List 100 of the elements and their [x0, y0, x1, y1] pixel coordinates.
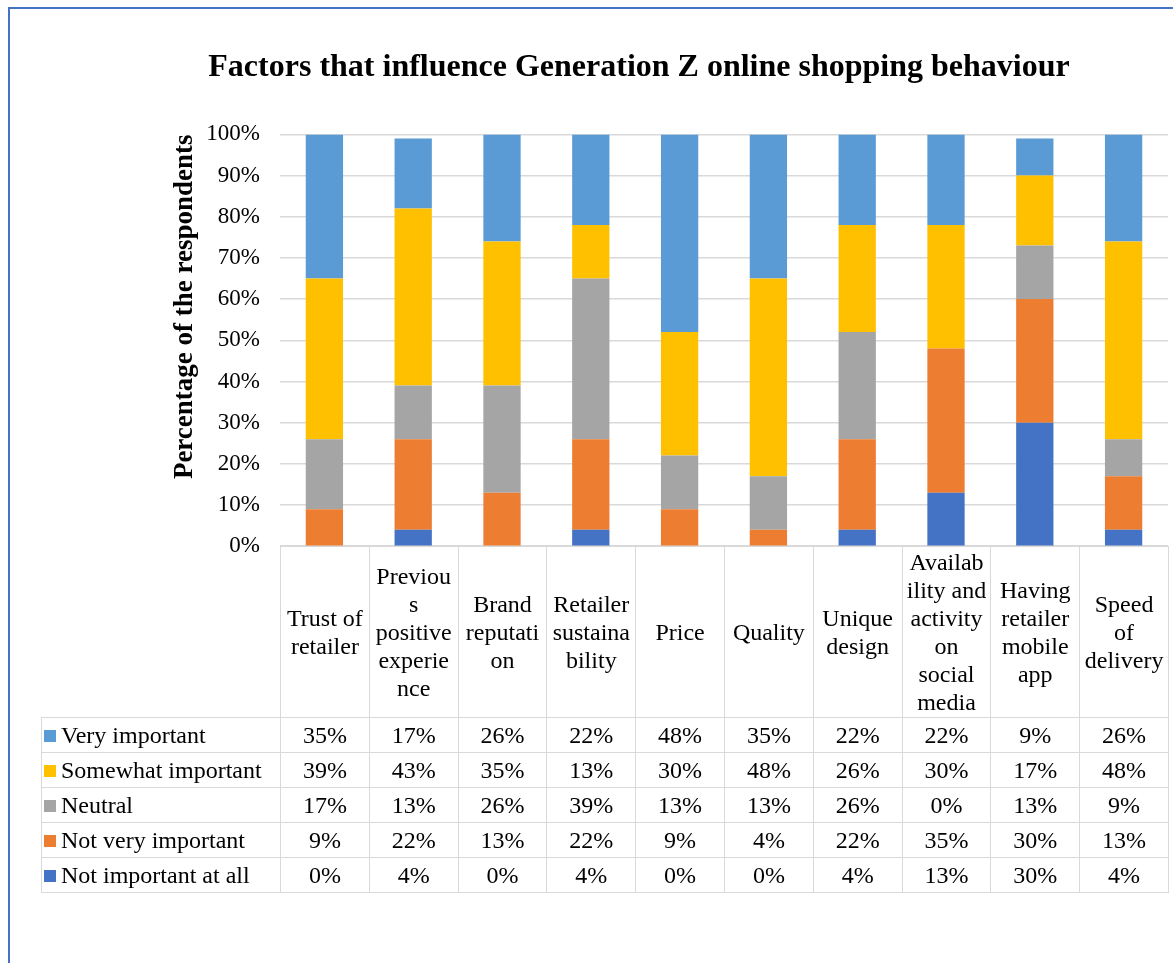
x-tick-label: Availability and activity on social media [902, 546, 991, 718]
data-label: 4% [1079, 857, 1169, 893]
data-label: 13% [458, 822, 547, 858]
y-tick-label: 80% [217, 202, 260, 228]
bar [749, 134, 788, 279]
data-label: 13% [1079, 822, 1169, 858]
data-label: 26% [813, 787, 903, 823]
data-label: 35% [902, 822, 991, 858]
bar [927, 134, 965, 225]
data-label: 13% [635, 787, 725, 823]
bar [572, 134, 610, 225]
y-tick-label: 30% [217, 408, 260, 434]
bar [838, 134, 876, 225]
bar [394, 529, 432, 546]
bar [483, 385, 521, 493]
data-label: 13% [724, 787, 814, 823]
x-tick-label: Trust of retailer [280, 546, 370, 718]
bar [1104, 241, 1143, 440]
legend-label: Neutral [61, 792, 133, 819]
bar [1016, 175, 1054, 246]
data-label: 9% [280, 822, 370, 858]
data-label: 17% [369, 717, 459, 753]
x-tick-label: Brand reputation [458, 546, 547, 718]
bar [660, 455, 699, 510]
data-label: 4% [724, 822, 814, 858]
y-tick-label: 100% [206, 120, 260, 146]
chart-title: Factors that influence Generation Z online shopping behaviour [208, 47, 1070, 84]
legend-label: Somewhat important [61, 757, 262, 784]
bar [305, 439, 344, 510]
bar [660, 134, 699, 333]
data-label: 0% [280, 857, 370, 893]
data-label: 0% [724, 857, 814, 893]
data-label: 26% [1079, 717, 1169, 753]
bar [1016, 299, 1054, 423]
y-tick-label: 40% [217, 367, 260, 393]
bar [1104, 529, 1143, 546]
bar [749, 529, 788, 546]
data-label: 4% [546, 857, 636, 893]
bar [660, 332, 699, 456]
data-label: 22% [813, 717, 903, 753]
bar [394, 385, 432, 440]
data-label: 9% [635, 822, 725, 858]
bar [660, 509, 699, 546]
y-tick-label: 50% [217, 326, 260, 352]
legend-label: Not important at all [61, 862, 250, 889]
data-label: 13% [546, 752, 636, 788]
x-tick-label: Having retailer mobile app [990, 546, 1080, 718]
bar [749, 476, 788, 530]
data-label: 0% [458, 857, 547, 893]
y-tick-label: 90% [217, 161, 260, 187]
data-label: 26% [458, 787, 547, 823]
bar [572, 439, 610, 530]
data-label: 39% [546, 787, 636, 823]
bar [838, 225, 876, 333]
bar [483, 134, 521, 242]
bar [572, 225, 610, 279]
bar [483, 492, 521, 546]
data-label: 22% [546, 822, 636, 858]
data-label: 22% [546, 717, 636, 753]
data-label: 9% [990, 717, 1080, 753]
bar [838, 439, 876, 530]
data-label: 43% [369, 752, 459, 788]
data-label: 22% [369, 822, 459, 858]
bar [394, 138, 432, 209]
data-label: 22% [902, 717, 991, 753]
bar [1016, 422, 1054, 546]
data-label: 17% [280, 787, 370, 823]
data-label: 48% [724, 752, 814, 788]
bar [394, 439, 432, 530]
y-tick-label: 0% [229, 532, 260, 558]
data-label: 13% [990, 787, 1080, 823]
bar [483, 241, 521, 386]
y-tick-label: 70% [217, 243, 260, 269]
data-label: 22% [813, 822, 903, 858]
data-label: 26% [813, 752, 903, 788]
bar [927, 225, 965, 349]
bar [305, 509, 344, 546]
x-tick-label: Price [635, 546, 725, 718]
data-label: 17% [990, 752, 1080, 788]
bar [927, 492, 965, 546]
data-label: 13% [369, 787, 459, 823]
data-label: 30% [902, 752, 991, 788]
bar [394, 208, 432, 386]
bar [838, 332, 876, 440]
x-tick-label: Previous positive experience [369, 546, 459, 718]
data-label: 48% [1079, 752, 1169, 788]
bar [838, 529, 876, 546]
data-label: 48% [635, 717, 725, 753]
data-label: 26% [458, 717, 547, 753]
x-tick-label: Quality [724, 546, 814, 718]
data-label: 35% [458, 752, 547, 788]
data-label: 4% [369, 857, 459, 893]
data-label: 0% [635, 857, 725, 893]
legend-label: Very important [61, 722, 206, 749]
data-label: 0% [902, 787, 991, 823]
bar [1104, 439, 1143, 477]
bar [1016, 138, 1054, 176]
y-tick-label: 10% [217, 491, 260, 517]
bar [1016, 245, 1054, 300]
data-label: 30% [990, 822, 1080, 858]
